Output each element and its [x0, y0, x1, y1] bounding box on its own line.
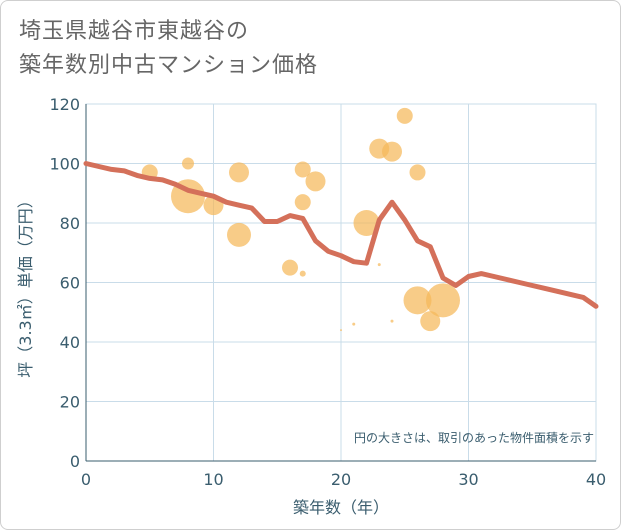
bubble-point	[294, 194, 311, 211]
y-axis-title: 坪（3.3㎡）単価（万円）	[16, 192, 35, 377]
bubble-point	[294, 161, 311, 178]
x-tick-labels: 0 10 20 30 40	[81, 470, 606, 489]
bubble-point	[403, 286, 432, 315]
series-lines	[83, 161, 599, 309]
y-tick-label: 100	[49, 155, 80, 174]
bubble-point	[227, 222, 251, 247]
bubble-point	[396, 107, 413, 124]
bubble-point	[353, 210, 380, 236]
series-line	[83, 161, 599, 309]
bubble-point	[390, 319, 394, 323]
chart-title-line2: 築年数別中古マンション価格	[19, 53, 319, 78]
x-axis-title: 築年数（年）	[293, 498, 389, 517]
bubble-point	[352, 322, 356, 326]
bubble-point	[377, 263, 381, 267]
bubble-point	[182, 157, 194, 170]
y-tick-label: 120	[49, 95, 80, 114]
x-tick-label: 40	[586, 470, 606, 489]
bubble-point	[426, 283, 460, 318]
y-tick-label: 80	[60, 214, 80, 233]
chart-title-line1: 埼玉県越谷市東越谷の	[19, 19, 250, 44]
bubble-point	[409, 164, 426, 181]
y-tick-label: 20	[60, 393, 80, 412]
chart-title: 埼玉県越谷市東越谷の 築年数別中古マンション価格	[19, 15, 318, 83]
y-tick-label: 0	[70, 452, 80, 471]
x-tick-label: 0	[81, 470, 91, 489]
bubble-point	[340, 329, 342, 332]
bubble-point	[282, 259, 298, 276]
x-tick-label: 10	[203, 470, 223, 489]
x-tick-label: 20	[331, 470, 351, 489]
x-tick-label: 30	[458, 470, 478, 489]
y-tick-label: 60	[60, 274, 80, 293]
bubble-point	[229, 162, 249, 183]
bubble-point	[420, 311, 441, 332]
bubble-point	[299, 270, 306, 277]
y-tick-label: 40	[60, 333, 80, 352]
y-tick-labels: 0 20 40 60 80 100 120	[49, 95, 80, 471]
bubble-point	[382, 141, 402, 162]
bubble-point	[305, 171, 326, 192]
bubble-size-note: 円の大きさは、取引のあった物件面積を示す	[354, 430, 594, 445]
